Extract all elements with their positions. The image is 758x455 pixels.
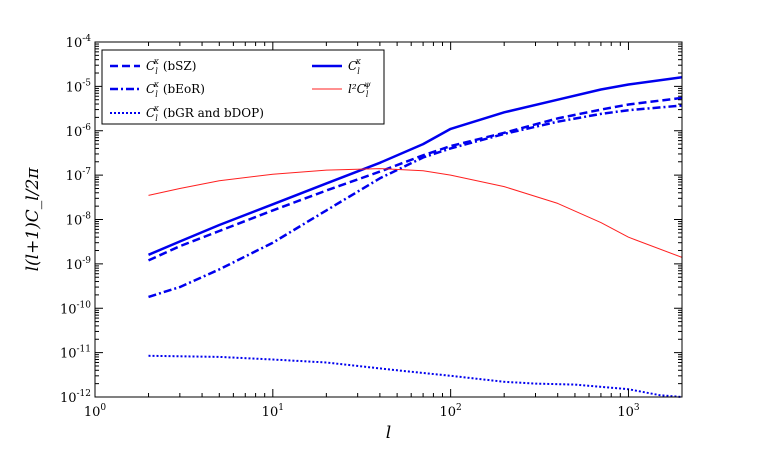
y-tick-label: 10-8 [66, 212, 92, 229]
tick-base: 10 [60, 302, 77, 317]
tick-exponent: -11 [77, 345, 92, 355]
tick-base: 10 [66, 214, 83, 229]
series-line-4 [148, 168, 683, 258]
tick-base: 10 [84, 405, 101, 420]
axis-ticks [94, 41, 683, 398]
tick-base: 10 [66, 80, 83, 95]
tick-base: 10 [66, 36, 83, 51]
y-tick-label: 10-4 [66, 34, 92, 51]
x-tick-label: 101 [262, 403, 284, 420]
y-axis-label: l(l+1)C_l/2π [23, 167, 43, 272]
tick-exponent: -12 [77, 389, 92, 399]
tick-exponent: -9 [82, 256, 91, 266]
tick-base: 10 [60, 391, 77, 406]
tick-base: 10 [262, 405, 279, 420]
y-tick-label: 10-9 [66, 256, 92, 273]
legend-box [101, 49, 385, 125]
legend-entry-0: Clκ (bSZ) [146, 57, 196, 76]
tick-exponent: -10 [77, 300, 92, 310]
tick-base: 10 [60, 347, 77, 362]
plot-lines [147, 76, 683, 398]
tick-base: 10 [66, 169, 83, 184]
series-line-0 [147, 96, 683, 262]
tick-exponent: -5 [82, 78, 91, 88]
tick-base: 10 [440, 405, 457, 420]
tick-exponent: 1 [278, 403, 284, 413]
axis-tick-labels: 100 101 102 10310-1210-1110-1010-910-810-71… [60, 34, 640, 420]
tick-base: 10 [66, 125, 83, 140]
tick-base: 10 [617, 405, 634, 420]
legend: Clκ (bSZ) Clκ (bEoR) Clκ (bGR and bDOP) Clκ… [101, 49, 385, 125]
tick-exponent: 2 [456, 403, 462, 413]
legend-entry-4: l²Clψ [348, 80, 371, 99]
x-axis-label: l [386, 423, 391, 443]
series-line-2 [148, 354, 683, 398]
x-tick-label: 102 [440, 403, 462, 420]
tick-exponent: -8 [82, 212, 91, 222]
tick-exponent: -7 [82, 167, 91, 177]
tick-exponent: -6 [82, 123, 91, 133]
y-tick-label: 10-10 [60, 300, 91, 317]
y-tick-label: 10-6 [66, 123, 92, 140]
tick-exponent: 0 [100, 403, 106, 413]
tick-base: 10 [66, 258, 83, 273]
tick-exponent: 3 [634, 403, 640, 413]
series-line-3 [148, 76, 683, 256]
y-tick-label: 10-7 [66, 167, 92, 184]
x-tick-label: 103 [617, 403, 640, 420]
legend-entry-1: Clκ (bEoR) [146, 80, 205, 99]
series-line-1 [148, 104, 683, 299]
y-tick-label: 10-5 [66, 78, 92, 95]
y-tick-label: 10-12 [60, 389, 91, 406]
legend-entry-2: Clκ (bGR and bDOP) [146, 104, 264, 123]
y-tick-label: 10-11 [60, 345, 91, 362]
legend-entry-3: Clκ [348, 57, 362, 76]
x-tick-label: 100 [84, 403, 107, 420]
tick-exponent: -4 [82, 34, 91, 44]
